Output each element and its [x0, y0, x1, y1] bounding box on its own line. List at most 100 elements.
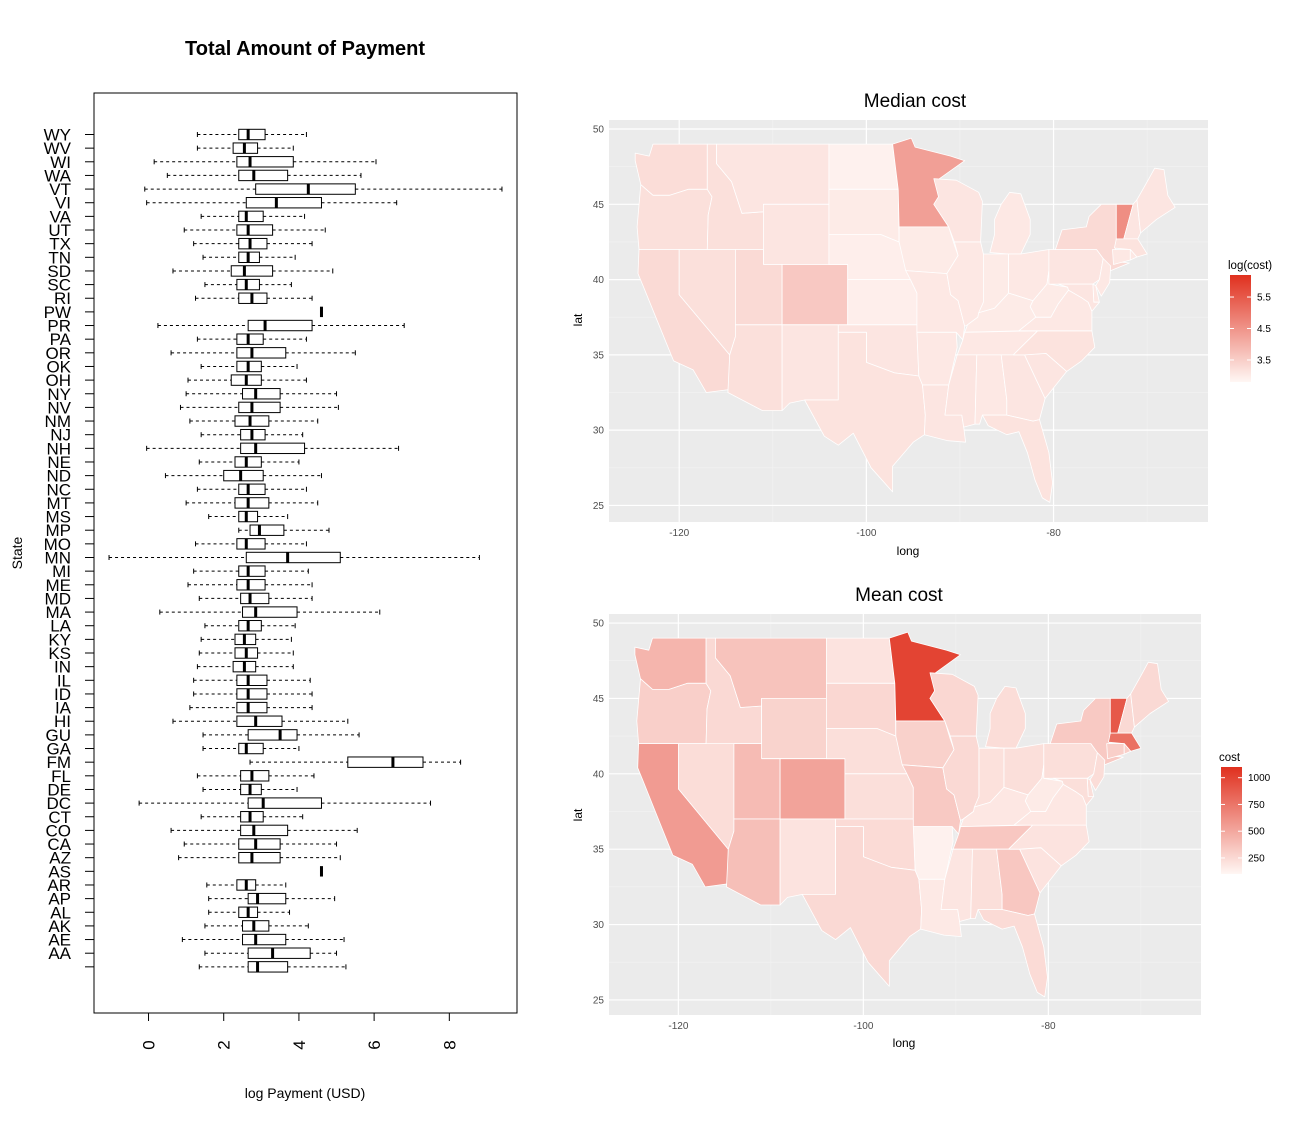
box-AL	[208, 906, 291, 918]
y-tick-label: DE	[47, 780, 71, 799]
y-tick-label: WA	[44, 166, 71, 185]
y-tick-label: GU	[46, 726, 72, 745]
x-tick-label: 4	[290, 1040, 309, 1049]
lat-tick-label: 35	[593, 845, 605, 856]
box-HI	[172, 715, 349, 727]
lat-tick-label: 50	[593, 125, 605, 136]
lat-tick-label: 30	[593, 426, 605, 437]
mean-map-panel: 25 30 35 40 45 50 -120 -100 -80	[593, 614, 1201, 1032]
box-iqr	[238, 401, 281, 414]
y-tick-label: NJ	[50, 426, 71, 445]
y-tick-label: FM	[46, 753, 71, 772]
box-MO	[195, 538, 307, 550]
boxplot-x-axis: 0 2 4 6 8	[140, 1013, 459, 1050]
mean-map-legend: cost 1000 750 500 250	[1219, 752, 1271, 874]
y-tick-label: VA	[50, 207, 72, 226]
box-iqr	[236, 688, 268, 700]
box-median-mark	[319, 866, 323, 877]
box-UT	[183, 224, 326, 236]
box-LA	[204, 620, 296, 632]
y-tick-label: OH	[46, 371, 72, 390]
box-iqr	[238, 128, 266, 141]
state-RI	[1129, 249, 1138, 261]
state-RI	[1123, 743, 1132, 755]
state-FL	[982, 414, 1053, 503]
box-AP	[208, 892, 336, 905]
mean-map-chart: Mean cost 25 30 35 40 45 50 -120 -100 -80 long l…	[571, 585, 1271, 1050]
y-tick-label: NV	[47, 398, 71, 417]
box-iqr	[236, 347, 287, 359]
y-tick-label: SC	[47, 276, 71, 295]
state-MD	[1057, 283, 1100, 312]
lat-tick-label: 30	[593, 920, 605, 931]
y-tick-label: ID	[54, 685, 71, 704]
y-tick-label: VI	[55, 194, 71, 213]
box-NY	[185, 388, 338, 400]
box-iqr	[240, 770, 270, 782]
box-GU	[202, 729, 360, 741]
legend-label: 5.5	[1257, 293, 1271, 304]
box-MN	[108, 551, 480, 564]
box-IA	[189, 701, 313, 714]
y-tick-label: MO	[44, 535, 71, 554]
y-tick-label: GA	[46, 740, 71, 759]
box-OK	[200, 360, 298, 373]
lat-tick-label: 25	[593, 501, 605, 512]
state-OR	[636, 184, 713, 250]
long-tick-label: -80	[1046, 528, 1061, 539]
box-iqr	[236, 674, 268, 686]
state-FL	[977, 909, 1048, 998]
lat-tick-label: 45	[593, 200, 605, 211]
state-NM	[781, 324, 839, 412]
state-OR	[636, 678, 712, 744]
state-MD	[1052, 777, 1095, 806]
legend-colorbar	[1221, 767, 1242, 874]
legend-label: 1000	[1248, 773, 1271, 784]
y-tick-label: UT	[48, 221, 71, 240]
legend-label: 4.5	[1257, 324, 1271, 335]
box-iqr	[238, 565, 266, 577]
state-WY	[761, 698, 827, 760]
median-map-panel: 25 30 35 40 45 50 -120 -100 -80	[593, 120, 1208, 539]
box-iqr	[234, 415, 270, 427]
x-tick-label: 0	[140, 1040, 159, 1049]
box-VI	[146, 197, 398, 209]
box-iqr	[236, 224, 274, 236]
box-RI	[195, 292, 313, 304]
box-AS	[319, 866, 323, 877]
box-NV	[179, 401, 339, 414]
lat-tick-label: 35	[593, 350, 605, 361]
box-KY	[200, 633, 292, 646]
y-tick-label: PA	[50, 330, 72, 349]
box-iqr	[236, 156, 294, 168]
median-map-chart: Median cost 25 30 35 40 45 50 -120 -100 -80 long…	[571, 91, 1272, 558]
box-SD	[172, 265, 334, 277]
state-IL	[942, 735, 980, 821]
state-PA	[1048, 249, 1104, 285]
box-MD	[198, 592, 313, 605]
box-iqr	[347, 756, 424, 768]
x-tick-label: 6	[365, 1040, 384, 1049]
state-MS	[940, 848, 973, 922]
box-iqr	[236, 579, 266, 591]
box-DC	[138, 797, 432, 809]
box-PA	[196, 333, 307, 345]
box-iqr	[223, 469, 264, 482]
box-iqr	[242, 933, 287, 946]
y-tick-label: LA	[50, 617, 71, 636]
box-GA	[202, 742, 300, 755]
box-iqr	[238, 620, 262, 632]
boxplot-state-labels: WYWVWIWAVTVIVAUTTXTNSDSCRIPWPRPAOROKOHNY…	[44, 126, 94, 968]
state-AL	[970, 848, 1003, 919]
legend-title: cost	[1219, 752, 1241, 764]
state-NM	[779, 818, 836, 906]
state-ME	[1136, 167, 1176, 234]
state-IA	[895, 720, 955, 769]
box-iqr	[240, 592, 270, 605]
box-MP	[238, 524, 330, 536]
legend-colorbar	[1230, 275, 1251, 382]
state-AL	[974, 354, 1008, 425]
box-CO	[170, 824, 358, 837]
lat-tick-label: 40	[593, 769, 605, 780]
